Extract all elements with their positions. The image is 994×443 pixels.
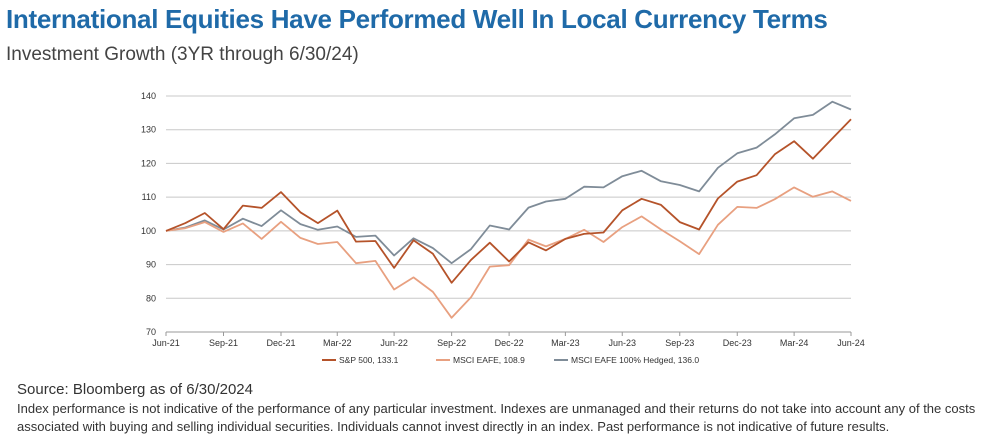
y-tick-label: 100	[141, 226, 156, 236]
source-note: Source: Bloomberg as of 6/30/2024	[17, 381, 253, 398]
x-tick-label: Jun-24	[837, 338, 865, 348]
legend-label: MSCI EAFE, 108.9	[453, 355, 525, 365]
series-line	[165, 118, 852, 284]
series-lines	[165, 100, 852, 319]
y-tick-label: 130	[141, 125, 156, 135]
series-line	[165, 100, 852, 265]
y-tick-label: 110	[142, 192, 156, 202]
x-tick-label: Mar-23	[551, 338, 580, 348]
x-tick-label: Sep-21	[209, 338, 238, 348]
x-tick-label: Dec-23	[723, 338, 752, 348]
chart-subtitle: Investment Growth (3YR through 6/30/24)	[6, 44, 359, 65]
y-tick-label: 80	[146, 293, 156, 303]
y-tick-label: 120	[141, 158, 156, 168]
x-tick-label: Jun-23	[608, 338, 636, 348]
y-axis-ticks: 70 80 90 100 110 120 130 140	[141, 91, 156, 337]
disclaimer-text: Index performance is not indicative of t…	[17, 401, 976, 434]
y-tick-label: 90	[146, 260, 156, 270]
x-axis-ticks: Jun-21 Sep-21 Dec-21 Mar-22 Jun-22 Sep-22 Dec-…	[152, 332, 865, 348]
gridlines	[166, 95, 851, 333]
x-tick-label: Jun-22	[380, 338, 408, 348]
line-chart: 70 80 90 100 110 120 130 140 Jun-21 Sep-21 Dec-21…	[141, 91, 865, 365]
x-tick-label: Mar-22	[323, 338, 352, 348]
y-tick-label: 70	[146, 327, 156, 337]
x-tick-label: Dec-21	[266, 338, 295, 348]
x-tick-label: Sep-22	[437, 338, 466, 348]
legend-label: S&P 500, 133.1	[339, 355, 399, 365]
legend-label: MSCI EAFE 100% Hedged, 136.0	[571, 355, 699, 365]
x-tick-label: Dec-22	[495, 338, 524, 348]
x-tick-label: Jun-21	[152, 338, 180, 348]
chart-title: International Equities Have Performed We…	[6, 4, 828, 34]
x-tick-label: Mar-24	[780, 338, 809, 348]
series-line	[165, 186, 852, 319]
x-tick-label: Sep-23	[665, 338, 694, 348]
y-tick-label: 140	[141, 91, 156, 101]
legend: S&P 500, 133.1 MSCI EAFE, 108.9 MSCI EAFE …	[322, 355, 699, 365]
